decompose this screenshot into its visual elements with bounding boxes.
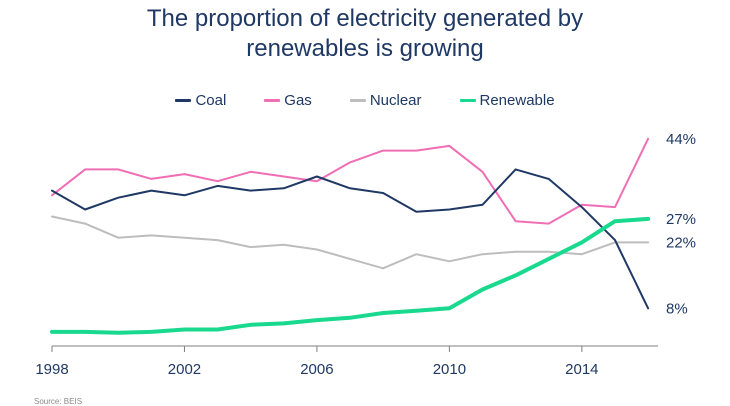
legend-swatch-gas: [264, 99, 281, 102]
x-tick-label-2010: 2010: [433, 361, 466, 378]
legend-swatch-renewable: [459, 99, 476, 102]
end-label-renewable: 27%: [666, 211, 696, 228]
legend-swatch-nuclear: [349, 99, 366, 102]
chart-title-line-2: renewables is growing: [246, 35, 484, 62]
x-tick-label-1998: 1998: [35, 361, 68, 378]
series-line-gas: [51, 137, 650, 225]
end-label-gas: 44%: [666, 131, 696, 148]
chart-title-line-1: The proportion of electricity generated …: [146, 5, 584, 32]
x-tick-label-2002: 2002: [168, 361, 201, 378]
legend-item-gas: Gas: [264, 92, 312, 109]
x-tick-label-2014: 2014: [565, 361, 598, 378]
legend-item-renewable: Renewable: [459, 92, 555, 109]
x-tick-label-2006: 2006: [300, 361, 333, 378]
legend-label-gas: Gas: [284, 92, 312, 109]
legend-label-coal: Coal: [195, 92, 227, 109]
end-label-coal: 8%: [666, 300, 688, 317]
series-line-nuclear: [51, 215, 650, 270]
legend-swatch-coal: [175, 99, 192, 102]
series-line-renewable: [50, 216, 651, 335]
legend-item-coal: Coal: [175, 92, 226, 109]
series-line-coal: [51, 168, 650, 310]
legend: Coal Gas Nuclear Renewable: [0, 92, 730, 109]
legend-label-renewable: Renewable: [479, 92, 555, 109]
chart-title: The proportion of electricity generated …: [0, 4, 730, 64]
legend-item-nuclear: Nuclear: [349, 92, 422, 109]
source-note: Source: BEIS: [34, 397, 83, 406]
end-label-nuclear: 22%: [666, 234, 696, 251]
legend-label-nuclear: Nuclear: [369, 92, 422, 109]
